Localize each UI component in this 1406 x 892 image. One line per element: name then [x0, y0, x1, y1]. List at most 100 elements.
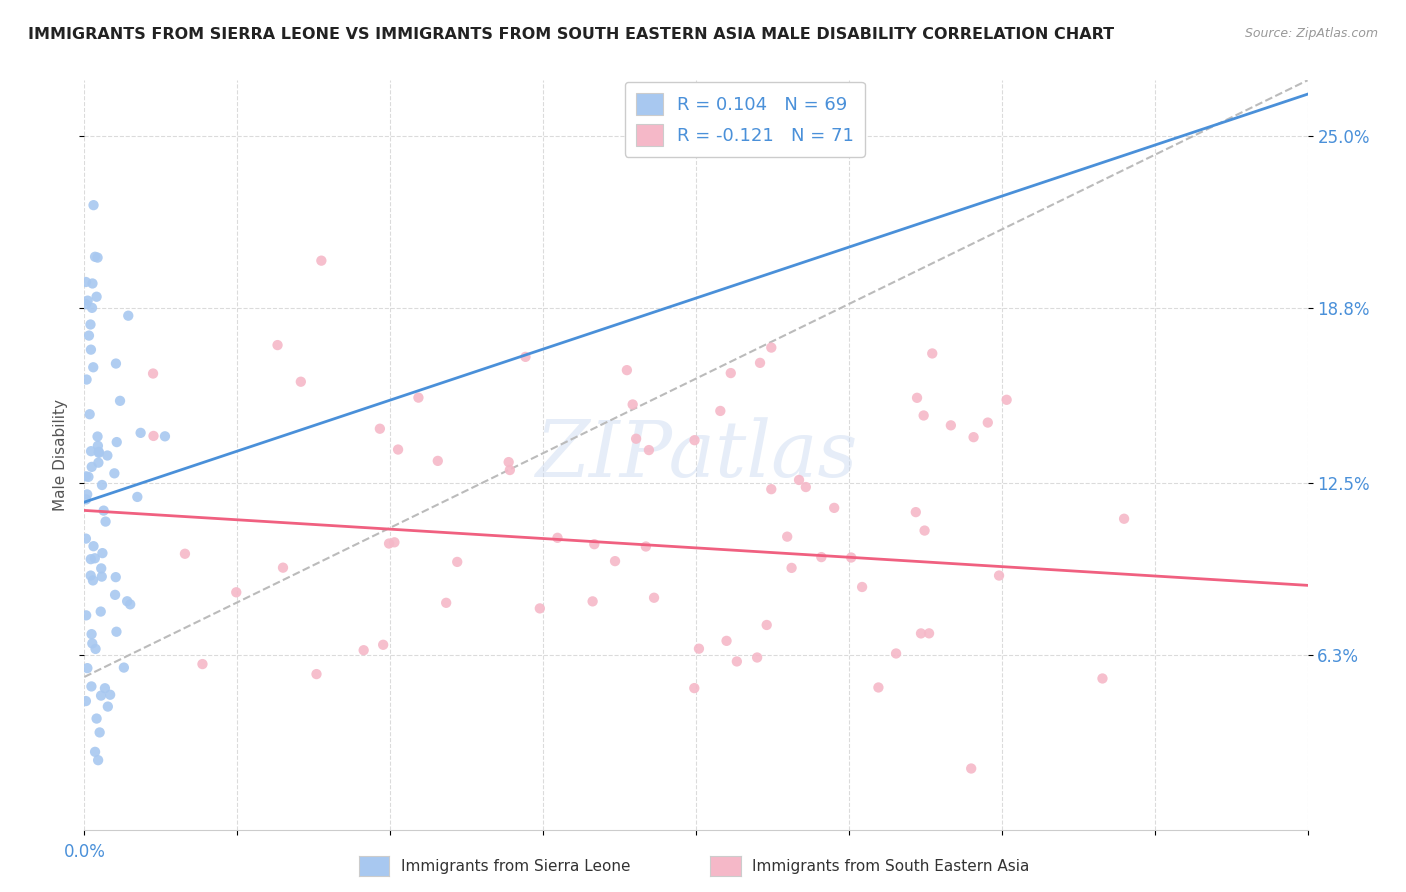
Point — [93, 503, 115, 517]
Point — [86, 251, 108, 265]
Point — [621, 397, 644, 411]
Point — [823, 500, 845, 515]
Text: 0.0%: 0.0% — [63, 843, 105, 861]
Point — [720, 366, 742, 380]
Point — [127, 490, 149, 504]
Point — [117, 309, 139, 323]
Point — [266, 338, 288, 352]
Point — [86, 290, 108, 304]
Point — [1091, 672, 1114, 686]
Point — [353, 643, 375, 657]
Point — [939, 418, 962, 433]
Point — [77, 328, 100, 343]
Point — [960, 762, 983, 776]
Point — [868, 681, 890, 695]
Point — [709, 404, 731, 418]
Point — [90, 605, 112, 619]
Y-axis label: Male Disability: Male Disability — [52, 399, 67, 511]
Point — [191, 657, 214, 671]
Point — [80, 627, 103, 641]
Point — [103, 467, 125, 481]
Point — [311, 253, 333, 268]
Point — [747, 650, 769, 665]
Point — [225, 585, 247, 599]
Point — [91, 546, 114, 560]
Text: ZIPatlas: ZIPatlas — [534, 417, 858, 493]
Point — [94, 515, 117, 529]
Point — [776, 530, 799, 544]
Point — [75, 694, 97, 708]
Point — [82, 360, 104, 375]
Point — [86, 429, 108, 443]
Point — [688, 641, 710, 656]
Point — [89, 725, 111, 739]
Point — [904, 505, 927, 519]
Point — [1114, 512, 1136, 526]
Point — [75, 275, 97, 289]
Point — [912, 409, 935, 423]
Point — [104, 570, 127, 584]
Point — [378, 536, 401, 550]
Point — [749, 356, 772, 370]
Point — [761, 482, 783, 496]
Point — [914, 524, 936, 538]
Point — [725, 655, 748, 669]
Point — [87, 444, 110, 458]
Point — [90, 689, 112, 703]
Point — [884, 647, 907, 661]
Point — [683, 681, 706, 695]
Point — [84, 745, 107, 759]
Point — [94, 681, 117, 696]
Point — [581, 594, 603, 608]
Point — [80, 680, 103, 694]
Point — [82, 574, 104, 588]
Point — [76, 293, 98, 308]
Point — [87, 446, 110, 460]
Point — [643, 591, 665, 605]
Point — [104, 588, 127, 602]
Point — [529, 601, 551, 615]
Point — [76, 661, 98, 675]
Point — [290, 375, 312, 389]
Point — [634, 540, 657, 554]
Point — [80, 552, 103, 566]
Point — [408, 391, 430, 405]
Point — [80, 444, 103, 458]
Point — [434, 596, 457, 610]
Point — [75, 469, 97, 483]
Point — [96, 449, 118, 463]
Point — [683, 433, 706, 447]
Point — [97, 699, 120, 714]
Point — [387, 442, 409, 457]
Point — [83, 539, 105, 553]
Point — [79, 318, 101, 332]
Point — [79, 407, 101, 421]
Point — [75, 532, 97, 546]
Point — [910, 626, 932, 640]
Point — [84, 250, 107, 264]
Point — [77, 470, 100, 484]
Point — [905, 391, 928, 405]
Point — [624, 432, 647, 446]
Point — [794, 480, 817, 494]
Point — [373, 638, 395, 652]
Point — [921, 346, 943, 360]
Point — [104, 357, 127, 371]
Point — [76, 487, 98, 501]
Point — [75, 492, 97, 507]
Point — [977, 416, 1000, 430]
Point — [498, 455, 520, 469]
Point — [499, 463, 522, 477]
Point — [112, 660, 135, 674]
Point — [547, 531, 569, 545]
Text: Immigrants from South Eastern Asia: Immigrants from South Eastern Asia — [752, 859, 1029, 873]
Point — [305, 667, 328, 681]
Point — [80, 343, 103, 357]
Point — [86, 712, 108, 726]
Point — [108, 393, 131, 408]
Point — [153, 429, 176, 443]
Point — [80, 568, 103, 582]
Point — [515, 350, 537, 364]
Point — [142, 367, 165, 381]
Point — [583, 537, 606, 551]
